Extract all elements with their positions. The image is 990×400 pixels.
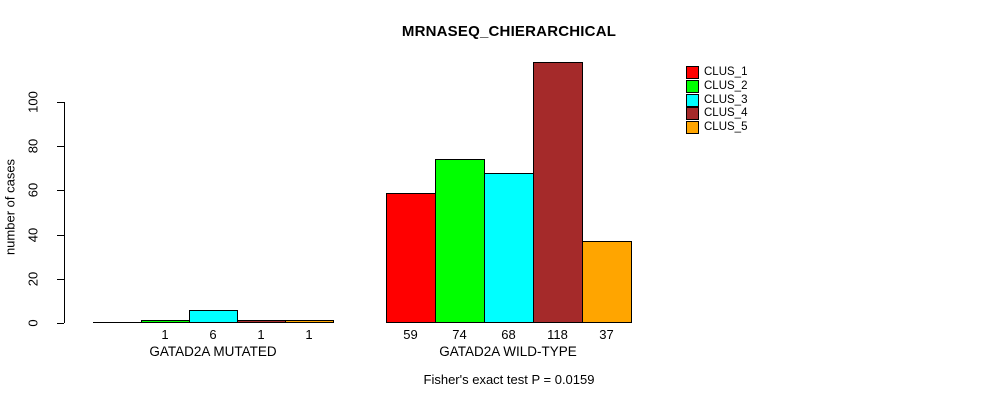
legend-label: CLUS_1: [704, 66, 748, 78]
stat-annotation: Fisher's exact test P = 0.0159: [423, 372, 595, 387]
y-tick: [57, 279, 64, 280]
legend-item-clus_3: CLUS_3: [686, 93, 748, 107]
legend-item-clus_5: CLUS_5: [686, 120, 748, 134]
bar-value-label: 118: [547, 327, 568, 342]
bar-clus_5: [285, 320, 334, 323]
bar-value-label: 1: [257, 327, 265, 342]
bar-value-label: 37: [599, 327, 614, 342]
legend-item-clus_4: CLUS_4: [686, 106, 748, 120]
legend-label: CLUS_4: [704, 107, 748, 119]
bar-value-label: 68: [501, 327, 516, 342]
bar-value-label: 59: [403, 327, 418, 342]
chart-title: MRNASEQ_CHIERARCHICAL: [401, 23, 617, 40]
legend-swatch: [686, 93, 699, 107]
x-category-label-mutated: GATAD2A MUTATED: [149, 344, 277, 359]
y-tick-label: 0: [25, 319, 41, 327]
bar-clus_1: [386, 193, 436, 323]
legend-swatch: [686, 65, 699, 79]
legend-swatch: [686, 79, 699, 93]
legend-item-clus_1: CLUS_1: [686, 65, 748, 79]
bar-clus_3: [189, 310, 238, 323]
y-tick: [57, 323, 64, 324]
y-tick-label: 80: [25, 138, 41, 154]
bar-clus_4: [533, 62, 583, 323]
bar-value-label: 1: [161, 327, 169, 342]
legend-label: CLUS_3: [704, 94, 748, 106]
legend-label: CLUS_5: [704, 121, 748, 133]
legend-swatch: [686, 106, 699, 120]
x-category-label-wild-type: GATAD2A WILD-TYPE: [439, 344, 577, 359]
bar-clus_5: [582, 241, 632, 323]
bar-value-label: 1: [305, 327, 313, 342]
y-tick-label: 40: [25, 227, 41, 243]
legend-label: CLUS_2: [704, 80, 748, 92]
bar-clus_4: [237, 320, 286, 323]
legend-swatch: [686, 120, 699, 134]
bar-clus_2: [435, 159, 485, 323]
y-tick: [57, 190, 64, 191]
bar-value-label: 6: [209, 327, 217, 342]
bar-clus_2: [141, 320, 190, 323]
y-tick-label: 20: [25, 271, 41, 287]
y-tick-label: 100: [25, 91, 41, 113]
bar-value-label: 74: [452, 327, 467, 342]
bar-clus_3: [484, 173, 534, 323]
y-axis-line: [64, 102, 65, 323]
bar-clus_1-zero: [93, 322, 141, 323]
y-tick: [57, 146, 64, 147]
y-tick: [57, 102, 64, 103]
y-tick: [57, 235, 64, 236]
legend-item-clus_2: CLUS_2: [686, 79, 748, 93]
y-tick-label: 60: [25, 182, 41, 198]
y-axis-label: number of cases: [2, 158, 18, 256]
